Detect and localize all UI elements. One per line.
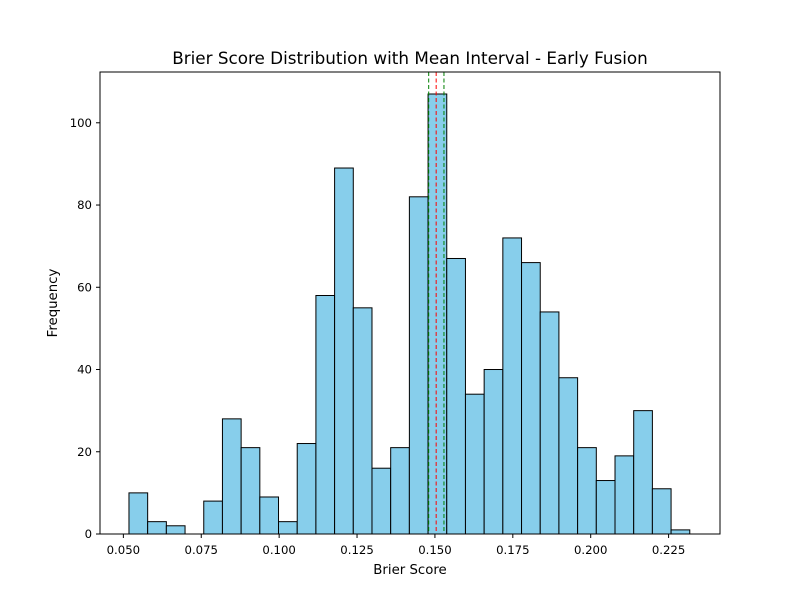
histogram-bar <box>334 167 354 535</box>
histogram-bar <box>259 496 280 535</box>
histogram-bar <box>147 521 167 535</box>
histogram-bar <box>278 521 298 535</box>
histogram-bar <box>221 418 242 535</box>
x-tick-label: 0.225 <box>652 543 685 557</box>
x-tick-label: 0.150 <box>418 543 451 557</box>
x-tick-label: 0.050 <box>107 543 140 557</box>
y-axis-label: Frequency <box>46 269 61 338</box>
histogram-bar <box>203 500 223 535</box>
histogram-bar <box>558 377 579 535</box>
histogram-bar <box>670 529 691 535</box>
histogram-bar <box>483 369 504 535</box>
histogram-bar <box>408 196 429 535</box>
histogram-bar <box>502 237 523 535</box>
histogram-bar <box>464 393 485 535</box>
y-tick-label: 100 <box>70 116 92 130</box>
histogram-bar <box>651 488 672 535</box>
histogram-bar <box>614 455 635 535</box>
histogram-bar <box>296 443 317 535</box>
histogram-bar <box>371 467 392 535</box>
x-tick-label: 0.125 <box>340 543 373 557</box>
x-tick-label: 0.200 <box>574 543 607 557</box>
y-axis-ticks: 0 20 40 60 80 100 <box>70 116 100 541</box>
y-tick-label: 40 <box>77 363 92 377</box>
x-tick-label: 0.075 <box>185 543 218 557</box>
chart-title: Brier Score Distribution with Mean Inter… <box>172 48 648 68</box>
histogram-bar <box>595 480 616 535</box>
y-tick-label: 60 <box>77 280 92 294</box>
histogram-bar <box>633 410 653 535</box>
histogram-bar <box>315 295 336 535</box>
histogram-bar <box>128 492 149 535</box>
histogram-bar <box>521 262 541 535</box>
histogram-bar <box>165 525 186 535</box>
x-axis-label: Brier Score <box>373 563 446 578</box>
y-tick-label: 0 <box>85 527 92 541</box>
histogram-bar <box>446 257 466 535</box>
y-tick-label: 20 <box>77 445 92 459</box>
histogram-bar <box>390 447 410 535</box>
histogram-bar <box>577 447 597 535</box>
x-axis-ticks: 0.050 0.075 0.100 0.125 0.150 0.175 0.200 0.225 <box>107 534 685 557</box>
bars <box>128 93 691 535</box>
y-tick-label: 80 <box>77 198 92 212</box>
interval-lines <box>428 72 445 534</box>
histogram-bar <box>539 311 560 535</box>
plot-frame <box>99 71 721 535</box>
x-tick-label: 0.175 <box>496 543 529 557</box>
histogram-bar <box>240 447 261 535</box>
histogram-bar <box>352 307 373 535</box>
x-tick-label: 0.100 <box>262 543 295 557</box>
